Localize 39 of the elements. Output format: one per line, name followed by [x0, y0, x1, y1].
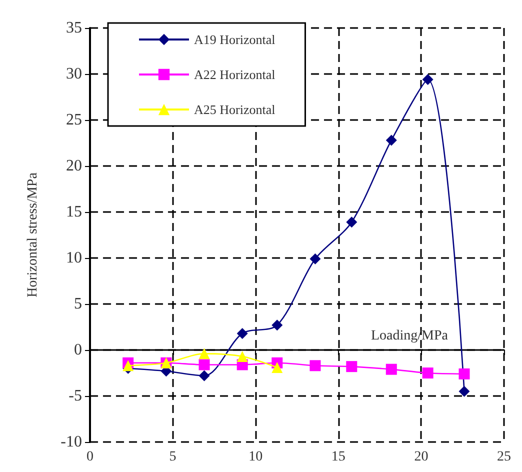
legend-label: A25 Horizontal [194, 102, 276, 117]
point [236, 350, 248, 362]
point [236, 328, 248, 339]
x-tick-label: 10 [248, 450, 263, 464]
y-axis-title: Horizontal stress/MPa [26, 172, 40, 298]
point [198, 348, 210, 360]
point [422, 74, 434, 86]
legend-label: A19 Horizontal [194, 32, 276, 47]
y-tick-label: 10 [66, 250, 82, 266]
point [346, 361, 358, 372]
point [386, 134, 397, 146]
legend-label: A22 Horizontal [194, 67, 276, 82]
x-tick-label: 0 [86, 450, 94, 464]
x-axis-title: Loading/MPa [371, 328, 449, 344]
point [386, 364, 397, 375]
y-tick-label: 15 [66, 204, 82, 220]
point [198, 370, 210, 382]
point [198, 359, 210, 370]
x-tick-label: 20 [414, 450, 428, 464]
x-tick-label: 15 [331, 450, 346, 464]
y-tick-label: 30 [66, 66, 82, 82]
point [422, 368, 434, 378]
point [272, 362, 283, 373]
x-tick-label: 25 [497, 450, 511, 464]
point [310, 253, 321, 264]
point [458, 386, 470, 397]
x-tick-label: 5 [169, 450, 176, 464]
point [122, 360, 134, 372]
point [458, 368, 470, 380]
y-tick-label: 0 [74, 342, 82, 358]
point [272, 320, 283, 331]
y-tick-label: 5 [74, 296, 82, 312]
point [310, 360, 321, 372]
point [346, 216, 358, 228]
y-tick-label: -5 [68, 388, 82, 404]
y-tick-label: 20 [66, 158, 82, 174]
y-tick-label: -10 [60, 434, 82, 450]
y-tick-label: 35 [66, 20, 82, 36]
y-tick-label: 25 [66, 112, 82, 128]
